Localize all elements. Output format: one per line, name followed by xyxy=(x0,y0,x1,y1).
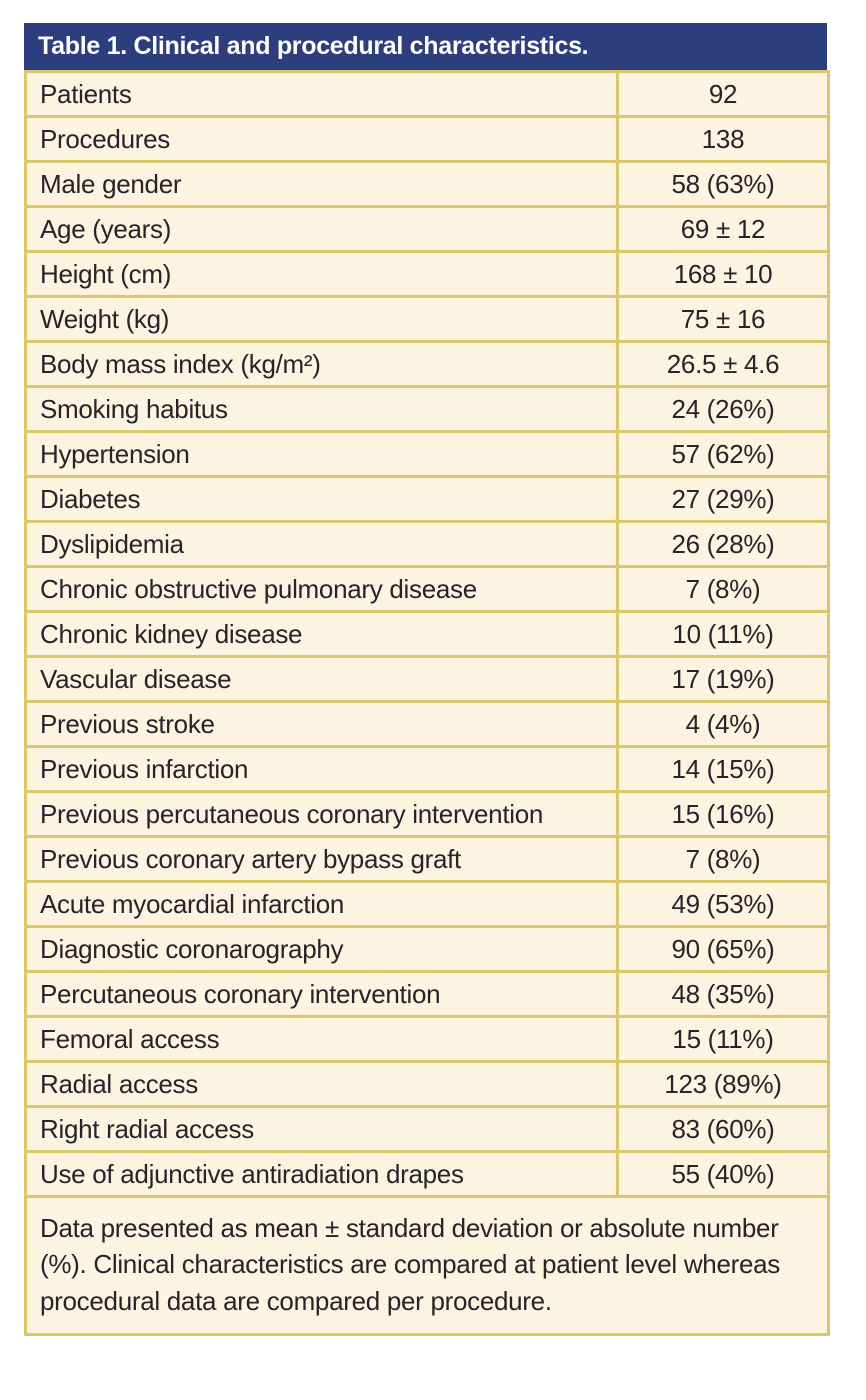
table-body: Patients 92 Procedures 138 Male gender 5… xyxy=(24,70,830,1198)
row-label: Acute myocardial infarction xyxy=(24,880,619,928)
table-row: Use of adjunctive antiradiation drapes 5… xyxy=(24,1150,830,1198)
table-footnote: Data presented as mean ± standard deviat… xyxy=(24,1194,830,1337)
row-value: 49 (53%) xyxy=(616,880,830,928)
table-row: Weight (kg) 75 ± 16 xyxy=(24,295,830,343)
row-label: Hypertension xyxy=(24,430,619,478)
row-value: 14 (15%) xyxy=(616,745,830,793)
table-row: Right radial access 83 (60%) xyxy=(24,1105,830,1153)
row-value: 55 (40%) xyxy=(616,1150,830,1198)
row-label: Diabetes xyxy=(24,475,619,523)
table-row: Patients 92 xyxy=(24,70,830,118)
row-value: 17 (19%) xyxy=(616,655,830,703)
table-row: Smoking habitus 24 (26%) xyxy=(24,385,830,433)
row-label: Previous percutaneous coronary intervent… xyxy=(24,790,619,838)
table-row: Vascular disease 17 (19%) xyxy=(24,655,830,703)
row-label: Chronic kidney disease xyxy=(24,610,619,658)
table-row: Procedures 138 xyxy=(24,115,830,163)
row-value: 24 (26%) xyxy=(616,385,830,433)
row-label: Chronic obstructive pulmonary disease xyxy=(24,565,619,613)
clinical-characteristics-table: Table 1. Clinical and procedural charact… xyxy=(24,23,830,1337)
row-label: Smoking habitus xyxy=(24,385,619,433)
table-row: Previous coronary artery bypass graft 7 … xyxy=(24,835,830,883)
table-row: Diabetes 27 (29%) xyxy=(24,475,830,523)
row-label: Height (cm) xyxy=(24,250,619,298)
table-row: Previous stroke 4 (4%) xyxy=(24,700,830,748)
row-value: 27 (29%) xyxy=(616,475,830,523)
row-value: 26 (28%) xyxy=(616,520,830,568)
row-value: 26.5 ± 4.6 xyxy=(616,340,830,388)
row-label: Previous infarction xyxy=(24,745,619,793)
table-row: Radial access 123 (89%) xyxy=(24,1060,830,1108)
row-label: Femoral access xyxy=(24,1015,619,1063)
row-label: Previous stroke xyxy=(24,700,619,748)
row-label: Male gender xyxy=(24,160,619,208)
footnote-row: Data presented as mean ± standard deviat… xyxy=(24,1194,830,1337)
row-value: 15 (11%) xyxy=(616,1015,830,1063)
row-label: Right radial access xyxy=(24,1105,619,1153)
table-row: Chronic kidney disease 10 (11%) xyxy=(24,610,830,658)
row-value: 7 (8%) xyxy=(616,565,830,613)
row-label: Previous coronary artery bypass graft xyxy=(24,835,619,883)
row-label: Age (years) xyxy=(24,205,619,253)
table-row: Height (cm) 168 ± 10 xyxy=(24,250,830,298)
row-label: Percutaneous coronary intervention xyxy=(24,970,619,1018)
row-label: Procedures xyxy=(24,115,619,163)
row-value: 4 (4%) xyxy=(616,700,830,748)
table-row: Age (years) 69 ± 12 xyxy=(24,205,830,253)
row-value: 69 ± 12 xyxy=(616,205,830,253)
table-row: Previous infarction 14 (15%) xyxy=(24,745,830,793)
row-value: 75 ± 16 xyxy=(616,295,830,343)
row-value: 7 (8%) xyxy=(616,835,830,883)
row-label: Dyslipidemia xyxy=(24,520,619,568)
table-row: Previous percutaneous coronary intervent… xyxy=(24,790,830,838)
row-label: Vascular disease xyxy=(24,655,619,703)
row-value: 48 (35%) xyxy=(616,970,830,1018)
row-label: Body mass index (kg/m²) xyxy=(24,340,619,388)
row-value: 57 (62%) xyxy=(616,430,830,478)
table-row: Body mass index (kg/m²) 26.5 ± 4.6 xyxy=(24,340,830,388)
row-label: Weight (kg) xyxy=(24,295,619,343)
row-value: 92 xyxy=(616,70,830,118)
row-value: 10 (11%) xyxy=(616,610,830,658)
table-row: Hypertension 57 (62%) xyxy=(24,430,830,478)
table-row: Chronic obstructive pulmonary disease 7 … xyxy=(24,565,830,613)
table-row: Dyslipidemia 26 (28%) xyxy=(24,520,830,568)
row-value: 168 ± 10 xyxy=(616,250,830,298)
row-label: Patients xyxy=(24,70,619,118)
table-title-bar: Table 1. Clinical and procedural charact… xyxy=(24,23,827,70)
row-label: Diagnostic coronarography xyxy=(24,925,619,973)
row-value: 58 (63%) xyxy=(616,160,830,208)
table-title: Table 1. Clinical and procedural charact… xyxy=(38,32,589,60)
data-table: Patients 92 Procedures 138 Male gender 5… xyxy=(24,70,830,1337)
row-value: 123 (89%) xyxy=(616,1060,830,1108)
row-value: 15 (16%) xyxy=(616,790,830,838)
table-row: Male gender 58 (63%) xyxy=(24,160,830,208)
row-value: 83 (60%) xyxy=(616,1105,830,1153)
row-label: Radial access xyxy=(24,1060,619,1108)
table-row: Diagnostic coronarography 90 (65%) xyxy=(24,925,830,973)
table-row: Percutaneous coronary intervention 48 (3… xyxy=(24,970,830,1018)
table-row: Femoral access 15 (11%) xyxy=(24,1015,830,1063)
table-footer: Data presented as mean ± standard deviat… xyxy=(24,1194,830,1337)
row-value: 90 (65%) xyxy=(616,925,830,973)
row-value: 138 xyxy=(616,115,830,163)
row-label: Use of adjunctive antiradiation drapes xyxy=(24,1150,619,1198)
table-row: Acute myocardial infarction 49 (53%) xyxy=(24,880,830,928)
